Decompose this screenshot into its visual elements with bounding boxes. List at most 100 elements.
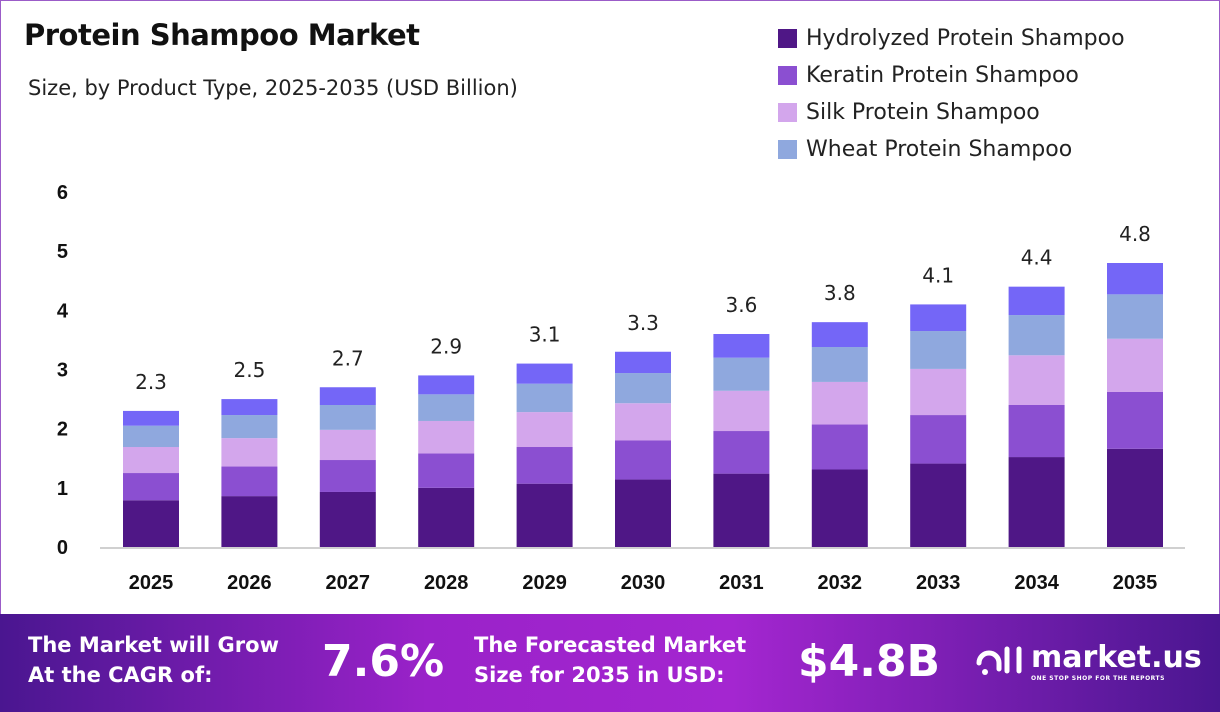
y-tick-label: 4 bbox=[57, 300, 69, 322]
bar-segment-2031-1 bbox=[713, 431, 770, 474]
logo-tagline: ONE STOP SHOP FOR THE REPORTS bbox=[1031, 675, 1165, 682]
cagr-value: 7.6% bbox=[322, 636, 445, 687]
y-tick-label: 6 bbox=[57, 182, 68, 204]
cagr-label-line2: At the CAGR of: bbox=[28, 663, 213, 687]
bar-segment-2026-0 bbox=[221, 496, 278, 547]
chart-title: Protein Shampoo Market bbox=[24, 18, 420, 52]
total-label-2029: 3.1 bbox=[529, 323, 561, 347]
bar-segment-2032-3 bbox=[811, 347, 868, 382]
legend-label: Wheat Protein Shampoo bbox=[806, 137, 1073, 162]
total-label-2033: 4.1 bbox=[922, 263, 954, 287]
bar-segment-2029-2 bbox=[516, 412, 573, 448]
legend-item-silk: Silk Protein Shampoo bbox=[778, 94, 1125, 131]
bar-segment-2031-4 bbox=[713, 334, 770, 358]
x-tick-label: 2031 bbox=[719, 572, 764, 594]
bar-segment-2027-0 bbox=[319, 491, 376, 547]
forecast-label: The Forecasted Market Size for 2035 in U… bbox=[474, 630, 746, 690]
bar-segment-2028-3 bbox=[418, 394, 475, 421]
x-tick-label: 2025 bbox=[129, 572, 174, 594]
bar-segment-2033-0 bbox=[910, 463, 967, 547]
bar-segment-2031-0 bbox=[713, 473, 770, 547]
logo-icon bbox=[976, 646, 1022, 675]
bar-segment-2027-1 bbox=[319, 460, 376, 492]
bar-segment-2033-3 bbox=[910, 331, 967, 369]
bar-segment-2028-2 bbox=[418, 420, 475, 454]
bar-segment-2033-4 bbox=[910, 304, 967, 332]
total-label-2025: 2.3 bbox=[135, 370, 167, 394]
forecast-value: $4.8B bbox=[798, 636, 941, 687]
bar-segment-2031-2 bbox=[713, 390, 770, 432]
bar-segment-2032-2 bbox=[811, 381, 868, 425]
bar-segment-2030-0 bbox=[615, 479, 671, 547]
total-label-2034: 4.4 bbox=[1021, 246, 1053, 270]
forecast-label-line1: The Forecasted Market bbox=[474, 633, 747, 657]
total-label-2026: 2.5 bbox=[233, 358, 265, 382]
total-label-2031: 3.6 bbox=[725, 293, 757, 317]
cagr-label-line1: The Market will Grow bbox=[28, 633, 279, 657]
bar-segment-2030-3 bbox=[615, 373, 671, 404]
bar-segment-2028-0 bbox=[418, 487, 475, 547]
logo-name: market.us bbox=[1031, 640, 1202, 675]
bar-segment-2027-2 bbox=[319, 429, 376, 461]
bar-segment-2032-1 bbox=[811, 424, 868, 470]
legend-item-wheat: Wheat Protein Shampoo bbox=[778, 131, 1125, 168]
bar-segment-2034-3 bbox=[1008, 315, 1065, 356]
bar-segment-2026-1 bbox=[221, 466, 278, 497]
x-tick-label: 2027 bbox=[326, 572, 371, 594]
x-tick-label: 2035 bbox=[1113, 572, 1158, 594]
bar-segment-2025-2 bbox=[123, 447, 179, 474]
legend-item-hydrolyzed: Hydrolyzed Protein Shampoo bbox=[778, 20, 1125, 57]
bar-segment-2026-4 bbox=[221, 399, 278, 416]
bar-segment-2032-0 bbox=[811, 469, 868, 547]
x-tick-label: 2028 bbox=[424, 572, 469, 594]
legend: Hydrolyzed Protein Shampoo Keratin Prote… bbox=[778, 20, 1125, 168]
y-tick-label: 3 bbox=[57, 360, 68, 382]
x-tick-label: 2029 bbox=[522, 572, 567, 594]
total-label-2030: 3.3 bbox=[627, 311, 659, 335]
y-tick-label: 2 bbox=[57, 419, 68, 441]
bar-segment-2025-1 bbox=[123, 473, 179, 501]
y-tick-label: 1 bbox=[57, 478, 68, 500]
bar-segment-2027-3 bbox=[319, 405, 376, 430]
bar-segment-2033-1 bbox=[910, 415, 967, 464]
legend-label: Keratin Protein Shampoo bbox=[806, 63, 1079, 88]
bar-segment-2031-3 bbox=[713, 357, 770, 391]
legend-label: Hydrolyzed Protein Shampoo bbox=[806, 26, 1125, 51]
bar-segment-2034-1 bbox=[1008, 405, 1065, 458]
bar-segment-2025-4 bbox=[123, 410, 179, 426]
legend-swatch bbox=[778, 66, 797, 85]
bar-segment-2030-1 bbox=[615, 440, 671, 480]
chart-subtitle: Size, by Product Type, 2025-2035 (USD Bi… bbox=[28, 76, 518, 100]
y-tick-label: 5 bbox=[57, 241, 68, 263]
cagr-label: The Market will Grow At the CAGR of: bbox=[28, 630, 279, 690]
x-tick-label: 2034 bbox=[1014, 572, 1059, 594]
bar-segment-2026-3 bbox=[221, 415, 278, 439]
forecast-label-line2: Size for 2035 in USD: bbox=[474, 663, 725, 687]
bar-segment-2029-1 bbox=[516, 447, 573, 484]
bar-segment-2034-4 bbox=[1008, 286, 1065, 316]
x-tick-label: 2030 bbox=[621, 572, 666, 594]
bar-segment-2030-4 bbox=[615, 351, 671, 374]
bar-segment-2025-0 bbox=[123, 500, 179, 547]
legend-item-keratin: Keratin Protein Shampoo bbox=[778, 57, 1125, 94]
y-tick-label: 0 bbox=[57, 537, 68, 559]
x-tick-label: 2026 bbox=[227, 572, 272, 594]
bar-segment-2034-2 bbox=[1008, 355, 1065, 405]
bar-segment-2029-4 bbox=[516, 363, 573, 384]
total-label-2028: 2.9 bbox=[430, 334, 462, 358]
legend-label: Silk Protein Shampoo bbox=[806, 100, 1040, 125]
market-us-logo: market.us ONE STOP SHOP FOR THE REPORTS bbox=[975, 640, 1202, 682]
bar-segment-2035-2 bbox=[1107, 338, 1163, 392]
bar-chart: 0 1 2 3 4 5 6 2.3 2025 2.5 2026 2.7 2027 2.9 2028 3.1 20… bbox=[57, 182, 1185, 594]
bar-segment-2035-4 bbox=[1107, 263, 1163, 295]
legend-swatch bbox=[778, 140, 797, 159]
footer-banner: The Market will Grow At the CAGR of: 7.6… bbox=[0, 614, 1220, 712]
bar-segment-2029-0 bbox=[516, 483, 573, 547]
bar-segment-2034-0 bbox=[1008, 457, 1065, 547]
bar-segment-2026-2 bbox=[221, 438, 278, 467]
legend-swatch bbox=[778, 103, 797, 122]
bar-segment-2033-2 bbox=[910, 368, 967, 416]
legend-swatch bbox=[778, 29, 797, 48]
bar-segment-2032-4 bbox=[811, 322, 868, 348]
bar-segment-2028-4 bbox=[418, 375, 475, 395]
